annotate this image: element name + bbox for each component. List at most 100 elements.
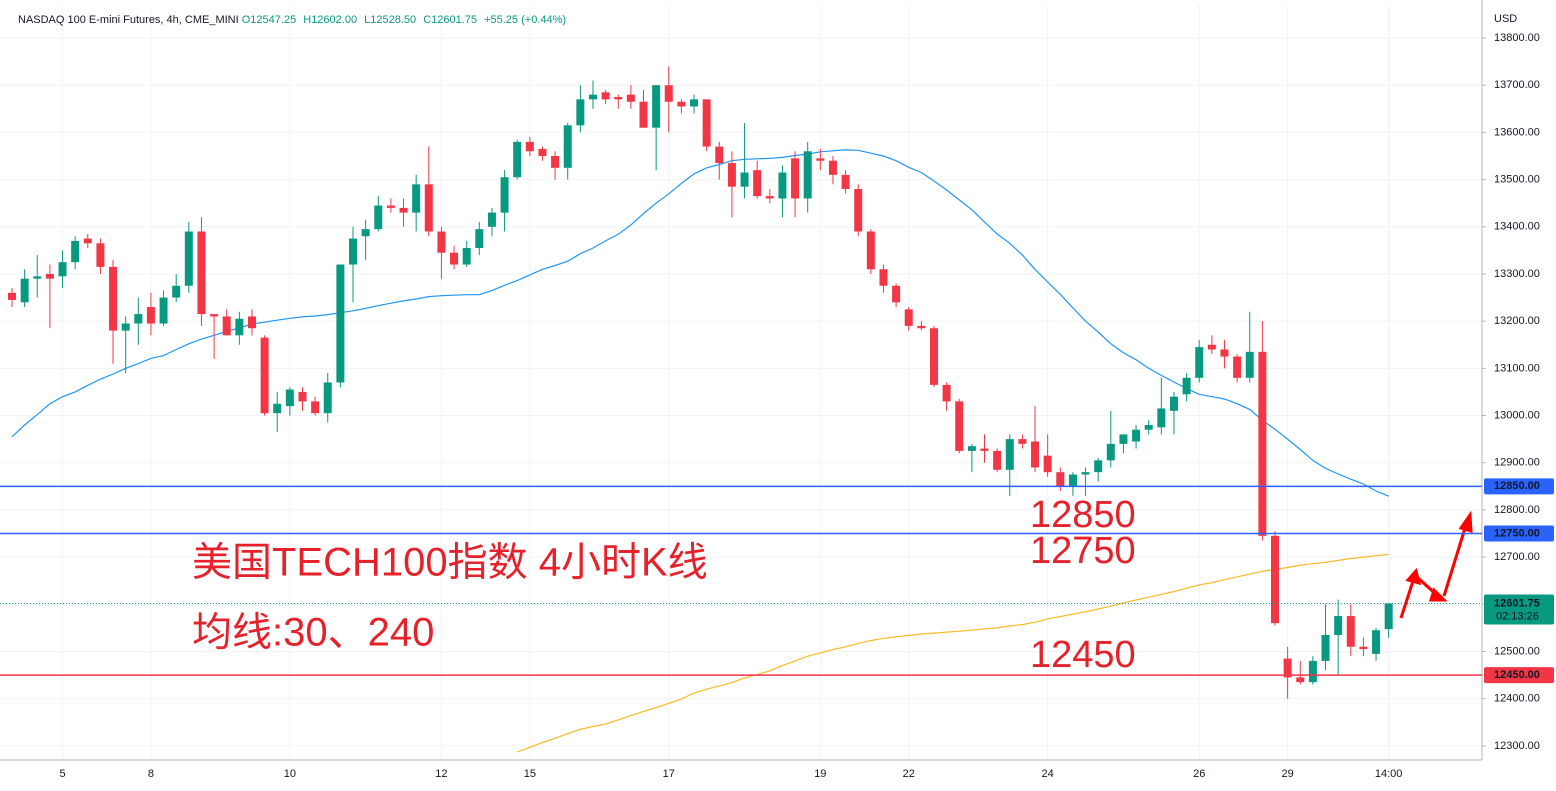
candle-body	[1144, 424, 1153, 430]
candle-body	[349, 238, 358, 265]
arrows	[1399, 510, 1473, 619]
candle-body	[753, 170, 762, 197]
candle-body	[513, 141, 522, 178]
candle-body	[210, 314, 219, 317]
arrow	[1442, 524, 1468, 597]
candle-body	[702, 99, 711, 147]
candle-body	[854, 189, 863, 232]
candle-body	[1283, 658, 1292, 678]
candle-body	[601, 92, 610, 100]
price-tag-label: 12850.00	[1494, 480, 1540, 492]
annotation: 12850	[1030, 494, 1136, 536]
y-tick-label: 13000.00	[1494, 409, 1540, 421]
change: +55.25 (+0.44%)	[484, 14, 566, 26]
candle-body	[273, 403, 282, 414]
header: NASDAQ 100 E-mini Futures, 4h, CME_MINI …	[18, 14, 566, 26]
x-tick-label: 15	[524, 768, 536, 780]
candle-body	[83, 238, 92, 244]
candle-body	[311, 401, 320, 414]
candle-body	[247, 316, 256, 329]
price-tag-label: 12450.00	[1494, 669, 1540, 681]
candle-body	[424, 184, 433, 232]
candle-body	[1068, 474, 1077, 487]
candle-body	[614, 97, 623, 100]
candle-body	[677, 101, 686, 107]
candle-body	[1233, 356, 1242, 378]
candle-body	[1207, 344, 1216, 350]
candle-body	[828, 160, 837, 175]
candle-body	[866, 231, 875, 270]
symbol: NASDAQ 100 E-mini Futures, 4h, CME_MINI	[18, 14, 239, 26]
candle-body	[740, 172, 749, 187]
candle-body	[8, 292, 16, 300]
candle-body	[1258, 351, 1267, 536]
candle-body	[791, 158, 800, 199]
y-tick-label: 12800.00	[1494, 504, 1540, 516]
price-tag	[1484, 525, 1554, 542]
countdown: 02:13:26	[1496, 610, 1539, 622]
candle-body	[172, 285, 181, 298]
plot	[8, 66, 1393, 753]
candle-body	[1296, 677, 1305, 683]
arrow-head	[1428, 587, 1448, 602]
candle-body	[1031, 441, 1040, 468]
low: L12528.50	[364, 14, 416, 26]
x-tick-label: 5	[59, 768, 65, 780]
candle-body	[450, 252, 459, 265]
candle-body	[134, 314, 143, 324]
candle-body	[1182, 377, 1191, 395]
price-tag	[1484, 478, 1554, 495]
candle-body	[260, 337, 269, 414]
annotation: 12450	[1030, 634, 1136, 676]
candle-body	[955, 401, 964, 451]
candle-body	[1132, 429, 1141, 442]
x-tick-label: 12	[435, 768, 447, 780]
candle-body	[437, 231, 446, 253]
currency: USD	[1494, 13, 1517, 25]
high: H12602.00	[303, 14, 357, 26]
candle-body	[917, 325, 926, 329]
candle-body	[563, 125, 572, 168]
last-price-tag	[1484, 594, 1554, 625]
x-tick-label: 14:00	[1375, 768, 1403, 780]
candle-body	[58, 262, 67, 277]
candle-body	[399, 207, 408, 213]
y-tick-label: 13500.00	[1494, 174, 1540, 186]
candle-body	[462, 248, 471, 265]
candle-body	[967, 446, 976, 451]
candle-body	[386, 205, 395, 208]
candle-body	[1043, 455, 1052, 473]
y-tick-label: 12700.00	[1494, 551, 1540, 563]
candle-body	[285, 389, 294, 407]
y-tick-label: 13600.00	[1494, 126, 1540, 138]
candle-body	[1056, 472, 1065, 487]
candle-body	[1334, 616, 1343, 635]
close: C12601.75	[423, 14, 477, 26]
y-tick-label: 12900.00	[1494, 457, 1540, 469]
x-tick-label: 8	[148, 768, 154, 780]
open: O12547.25	[242, 14, 296, 26]
annotation: 均线:30、240	[192, 611, 434, 655]
candle-body	[1271, 535, 1279, 624]
candle-body	[1169, 396, 1178, 411]
candle-body	[1195, 347, 1204, 378]
candle-body	[1372, 630, 1381, 654]
candle-body	[222, 316, 231, 336]
candle-body	[146, 307, 155, 324]
candle-body	[1157, 408, 1166, 428]
candle-body	[1346, 616, 1355, 647]
candle-body	[323, 382, 332, 414]
price-tag	[1484, 667, 1554, 684]
candle-body	[475, 229, 484, 249]
y-tick-label: 13800.00	[1494, 32, 1540, 44]
candle-body	[929, 328, 938, 385]
last-price-label: 12601.75	[1494, 597, 1540, 609]
y-tick-label: 12300.00	[1494, 740, 1540, 752]
x-tick-label: 17	[663, 768, 675, 780]
candle-body	[1220, 349, 1229, 357]
y-tick-label: 13400.00	[1494, 221, 1540, 233]
candle-body	[879, 269, 888, 286]
arrow-head	[1458, 510, 1473, 534]
